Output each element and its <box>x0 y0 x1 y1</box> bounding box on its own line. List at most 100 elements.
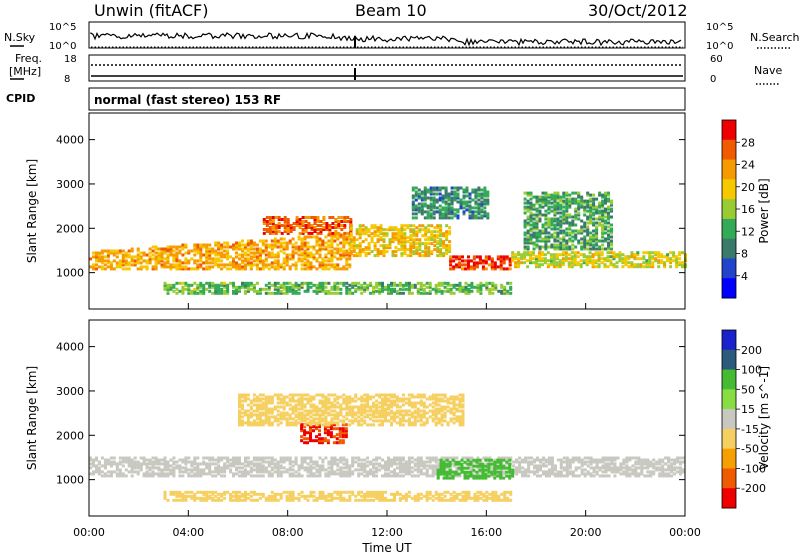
power-cell <box>279 285 283 289</box>
velocity-cell <box>255 464 259 468</box>
velocity-cell <box>398 456 402 460</box>
velocity-cell <box>267 419 271 423</box>
velocity-cell <box>372 458 376 462</box>
velocity-cell <box>372 466 376 470</box>
power-cell <box>130 259 134 263</box>
power-cell <box>543 253 547 257</box>
power-cell <box>496 255 500 259</box>
velocity-cell <box>309 427 312 431</box>
velocity-cell <box>448 472 452 476</box>
velocity-cell <box>384 498 387 502</box>
velocity-cell <box>431 466 435 470</box>
velocity-cell <box>270 496 274 500</box>
power-cell <box>267 243 271 247</box>
velocity-cell <box>539 468 542 472</box>
velocity-cell <box>312 429 315 433</box>
velocity-cell <box>466 466 470 470</box>
power-cell <box>330 243 334 247</box>
power-cell <box>373 226 377 230</box>
velocity-cell <box>333 496 337 500</box>
power-cell <box>109 263 113 267</box>
velocity-cell <box>482 456 486 460</box>
power-cell <box>103 255 107 259</box>
velocity-cell <box>220 456 224 460</box>
velocity-cell <box>607 466 611 470</box>
power-cell <box>645 261 649 265</box>
velocity-cell <box>448 468 452 472</box>
power-cell <box>330 287 334 291</box>
power-cell <box>382 250 386 254</box>
velocity-cell <box>279 466 283 470</box>
power-cell <box>196 283 200 287</box>
velocity-cell <box>121 472 125 476</box>
velocity-cell <box>404 464 408 468</box>
power-cell <box>235 243 238 247</box>
velocity-cell <box>235 472 238 476</box>
power-cell <box>249 257 253 261</box>
power-cell <box>439 244 443 248</box>
power-cell <box>559 207 563 211</box>
velocity-cell <box>241 466 244 470</box>
power-cell <box>310 226 314 229</box>
power-cell <box>544 209 548 213</box>
velocity-cell <box>112 460 116 464</box>
power-cell <box>404 281 408 285</box>
power-cell <box>226 255 230 259</box>
power-cell <box>220 281 224 285</box>
power-cell <box>592 199 596 203</box>
power-cell <box>361 250 365 254</box>
power-cell <box>306 281 310 285</box>
velocity-cell <box>220 494 224 498</box>
velocity-cell <box>244 393 247 397</box>
power-cell <box>437 289 441 293</box>
power-cell <box>220 251 224 255</box>
power-cell <box>232 259 235 263</box>
power-cell <box>562 243 566 247</box>
power-cell <box>586 215 590 219</box>
power-cell <box>391 238 395 242</box>
velocity-cell <box>384 474 387 478</box>
velocity-cell <box>261 401 265 405</box>
power-cell <box>414 208 418 212</box>
velocity-cell <box>241 415 244 419</box>
power-cell <box>483 206 487 210</box>
power-cell <box>288 285 292 289</box>
velocity-cell <box>246 417 250 421</box>
velocity-cell <box>476 494 480 498</box>
power-cell <box>421 224 425 228</box>
velocity-cell <box>586 464 590 468</box>
power-cell <box>556 231 560 235</box>
power-cell <box>187 289 191 293</box>
velocity-cell <box>190 460 194 464</box>
power-cell <box>461 287 465 291</box>
velocity-cell <box>124 474 128 478</box>
power-cell <box>553 203 557 207</box>
power-cell <box>556 245 560 249</box>
power-cell <box>252 255 256 259</box>
power-cell <box>464 263 467 267</box>
power-cell <box>453 192 457 196</box>
velocity-cell <box>220 474 224 478</box>
power-cell <box>582 253 586 257</box>
power-cell <box>508 257 512 261</box>
velocity-cell <box>488 460 492 464</box>
power-cell <box>571 239 575 243</box>
velocity-cell <box>106 462 110 466</box>
velocity-cell <box>467 460 471 464</box>
power-cell <box>681 263 684 267</box>
power-cell <box>439 228 443 232</box>
power-cell <box>217 265 221 269</box>
power-cell <box>532 217 536 221</box>
power-cell <box>154 245 158 249</box>
velocity-cell <box>315 435 318 439</box>
power-cell <box>297 247 301 251</box>
velocity-cell <box>381 464 384 468</box>
power-cell <box>301 222 305 225</box>
velocity-cell <box>472 468 476 472</box>
velocity-cell <box>393 470 396 474</box>
velocity-cell <box>568 472 572 476</box>
power-cell <box>468 206 472 210</box>
power-cell <box>570 263 574 267</box>
power-cell <box>422 287 426 291</box>
colorbar-tick-label: 8 <box>741 248 748 261</box>
